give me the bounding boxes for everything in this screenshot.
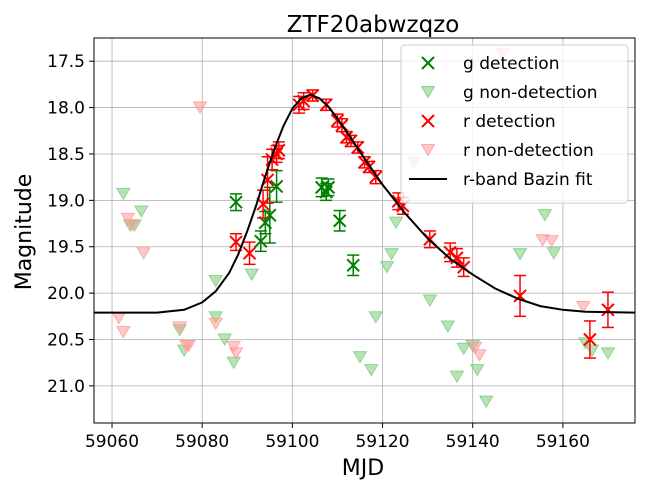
r-nondetection-marker (136, 247, 151, 260)
y-tick-label: 17.5 (47, 52, 85, 72)
y-tick-label: 20.5 (47, 331, 85, 351)
g-nondetection-marker (537, 209, 553, 222)
g-nondetection-marker (379, 261, 395, 274)
g-nondetection-marker (422, 294, 438, 308)
x-tick-label: 59140 (446, 432, 500, 452)
g-nondetection-marker (217, 333, 233, 347)
g-nondetection-marker (456, 342, 472, 356)
legend-entry-label: r non-detection (463, 141, 594, 161)
legend-box (400, 44, 629, 204)
g-nondetection-marker (208, 275, 224, 288)
g-nondetection-marker (244, 268, 260, 282)
x-tick-label: 59160 (536, 432, 590, 452)
bazin-fit-line (94, 93, 636, 314)
g-nondetection-marker (600, 347, 616, 360)
axis-ticks: 59060 59080 59100 59120 59140 59160 17.5 18.0 18… (47, 52, 590, 452)
r-detection-marker (601, 303, 615, 317)
legend-x-icon (421, 114, 435, 128)
g-detection-marker (346, 258, 360, 272)
r-nondetection-marker (226, 340, 242, 354)
g-nondetection-marker (384, 248, 399, 261)
x-tick-label: 59080 (175, 432, 229, 452)
g-detection-marker (254, 234, 268, 248)
y-axis-label: Magnitude (12, 174, 37, 291)
r-nondetection-marker (467, 341, 483, 355)
g-nondetection-marker (512, 248, 528, 261)
r-nondetection-marker (172, 321, 188, 334)
r-nondetection-marker (544, 235, 559, 248)
y-tick-label: 18.0 (47, 99, 85, 119)
legend-triangle-icon (420, 85, 436, 99)
g-nondetection-marker (363, 364, 379, 377)
g-nondetection-marker (368, 311, 384, 324)
g-nondetection-marker (584, 344, 600, 358)
r-nondetection-marker (192, 101, 208, 115)
legend-entry-label: r-band Bazin fit (463, 170, 593, 190)
y-tick-label: 20.0 (47, 284, 85, 304)
r-detection-marker (229, 235, 243, 249)
g-nondetection-marker (226, 356, 242, 370)
g-nondetection-marker (440, 320, 456, 334)
g-nondetection-marker (208, 311, 224, 324)
legend-entry-label: g detection (463, 54, 559, 74)
x-tick-label: 59120 (355, 432, 409, 452)
chart-title: ZTF20abwzqzo (287, 12, 460, 38)
g-detection-marker (321, 180, 336, 195)
r-nondetection-marker (208, 317, 224, 331)
r-nondetection-marker (115, 326, 131, 339)
y-tick-label: 21.0 (47, 377, 85, 397)
r-detection-marker (583, 332, 597, 347)
legend-entry-label: g non-detection (463, 83, 598, 103)
g-detection-marker (269, 179, 284, 194)
g-nondetection-marker (469, 364, 485, 377)
g-detection-marker (263, 208, 277, 222)
g-nondetection-marker (546, 247, 562, 260)
r-nondetection-marker (575, 301, 591, 314)
g-nondetection-marker (133, 205, 149, 218)
g-nondetection-marker (115, 187, 131, 201)
g-detection-marker (229, 195, 243, 209)
g-nondetection-marker (352, 351, 368, 364)
r-nondetection-marker (228, 347, 244, 360)
legend: g detection g non-detection r detection r n… (400, 44, 629, 204)
legend-entry-label: r detection (463, 112, 556, 132)
plot-data (94, 47, 636, 409)
x-axis-label: MJD (342, 456, 384, 481)
legend-triangle-icon (420, 143, 436, 157)
x-tick-label: 59060 (85, 432, 139, 452)
legend-x-icon (421, 56, 435, 70)
r-nondetection-marker (120, 212, 136, 226)
g-nondetection-marker (449, 370, 465, 384)
g-detection-marker (332, 214, 347, 228)
r-nondetection-marker (181, 339, 197, 353)
r-nondetection-marker (472, 349, 487, 362)
g-nondetection-marker (478, 395, 494, 409)
axes-frame (93, 37, 636, 424)
r-detection-marker (242, 246, 257, 260)
r-nondetection-marker (124, 219, 140, 232)
g-nondetection-marker (388, 216, 404, 230)
x-tick-label: 59100 (265, 432, 319, 452)
r-detection-marker (296, 94, 311, 108)
y-tick-label: 19.5 (47, 238, 85, 258)
y-tick-label: 19.0 (47, 191, 85, 211)
y-tick-label: 18.5 (47, 145, 85, 165)
